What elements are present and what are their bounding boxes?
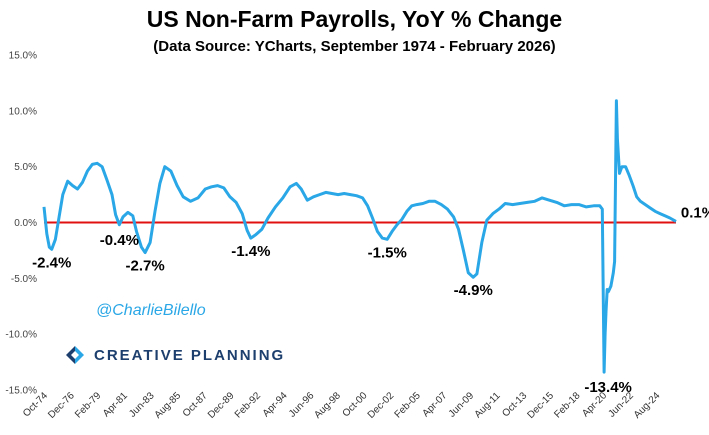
creative-planning-logo-icon bbox=[66, 346, 84, 364]
brand-name: CREATIVE PLANNING bbox=[94, 346, 286, 364]
y-tick-label: 0.0% bbox=[14, 218, 37, 229]
x-tick-label: Apr-81 bbox=[101, 390, 130, 419]
x-axis: Oct-74Dec-76Feb-79Apr-81Jun-83Aug-85Oct-… bbox=[21, 390, 663, 421]
x-tick-label: Jun-09 bbox=[447, 390, 477, 420]
annotation-label: 0.1% bbox=[681, 204, 709, 221]
x-tick-label: Dec-89 bbox=[206, 390, 237, 421]
x-tick-label: Aug-24 bbox=[632, 390, 663, 421]
x-tick-label: Aug-11 bbox=[473, 390, 503, 420]
annotation-labels: -2.4% -0.4% -2.7% -1.4% -1.5% -4.9% -13.4% 0.1% bbox=[32, 204, 709, 396]
annotation-label: -1.5% bbox=[368, 244, 407, 261]
x-tick-label: Aug-98 bbox=[312, 390, 343, 421]
y-tick-label: 15.0% bbox=[9, 51, 37, 62]
y-tick-label: 5.0% bbox=[14, 162, 37, 173]
y-tick-label: -10.0% bbox=[5, 330, 37, 341]
x-tick-label: Dec-76 bbox=[46, 390, 77, 421]
x-tick-label: Apr-94 bbox=[261, 390, 290, 419]
annotation-label: -13.4% bbox=[584, 379, 632, 396]
x-tick-label: Dec-02 bbox=[366, 390, 397, 421]
annotation-label: -0.4% bbox=[100, 232, 139, 249]
x-tick-label: Feb-18 bbox=[552, 390, 582, 420]
x-tick-label: Jun-83 bbox=[127, 390, 157, 420]
x-tick-label: Aug-85 bbox=[153, 390, 184, 421]
author-handle: @CharlieBilello bbox=[96, 302, 206, 319]
x-tick-label: Apr-07 bbox=[420, 390, 449, 419]
x-tick-label: Feb-05 bbox=[393, 390, 423, 420]
x-tick-label: Feb-92 bbox=[233, 390, 263, 420]
x-tick-label: Oct-00 bbox=[341, 390, 370, 419]
brand-logo: CREATIVE PLANNING bbox=[64, 344, 285, 366]
x-tick-label: Oct-87 bbox=[181, 390, 210, 419]
chart-subtitle: (Data Source: YCharts, September 1974 - … bbox=[153, 38, 556, 55]
y-tick-label: -5.0% bbox=[11, 274, 37, 285]
annotation-label: -2.7% bbox=[126, 258, 165, 275]
x-tick-label: Jun-96 bbox=[287, 390, 317, 420]
annotation-label: -4.9% bbox=[454, 282, 493, 299]
annotation-label: -1.4% bbox=[231, 243, 270, 260]
y-axis: 15.0% 10.0% 5.0% 0.0% -5.0% -10.0% -15.0% bbox=[5, 51, 37, 397]
x-tick-label: Oct-13 bbox=[500, 390, 529, 419]
annotation-label: -2.4% bbox=[32, 254, 71, 271]
y-tick-label: 10.0% bbox=[9, 106, 37, 117]
x-tick-label: Dec-15 bbox=[525, 390, 556, 421]
chart-title: US Non-Farm Payrolls, YoY % Change bbox=[146, 6, 563, 32]
series-line-payrolls-yoy bbox=[42, 99, 677, 374]
y-tick-label: -15.0% bbox=[5, 386, 37, 397]
x-tick-label: Feb-79 bbox=[73, 390, 103, 420]
